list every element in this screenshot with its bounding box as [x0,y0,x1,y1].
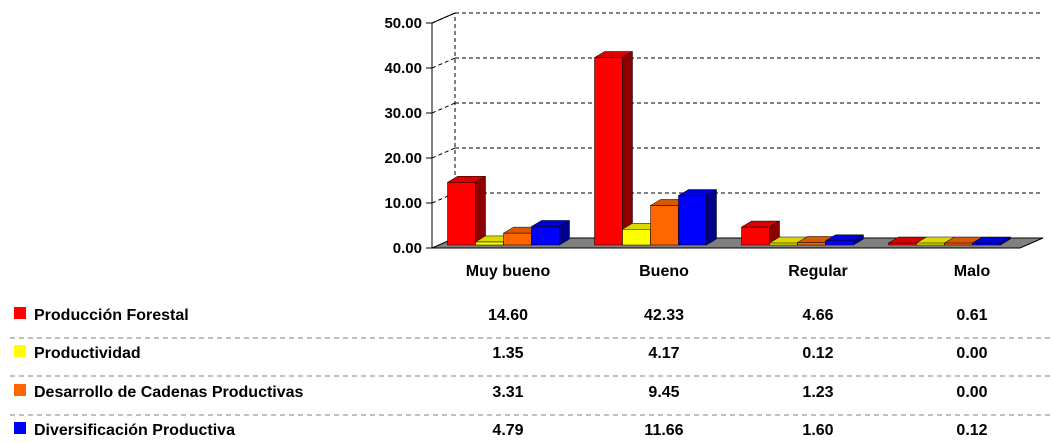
bar-3-1 [677,189,718,246]
bar-layer [446,51,1012,246]
grid-layer [431,12,1044,249]
bar-front [475,241,504,246]
bar-3-2 [824,234,865,246]
table-cell-value: 11.66 [644,422,683,439]
table-cell-value: 14.60 [488,307,528,324]
y-tick-label: 20.00 [384,150,422,167]
bar-side [706,189,717,246]
table-cell-value: 0.61 [956,307,987,324]
y-tick-label: 10.00 [384,195,422,212]
legend-swatch [14,384,26,396]
x-category-label: Muy bueno [466,263,551,280]
y-tick-label: 0.00 [393,240,422,257]
wall-gridline [431,147,456,159]
bar-side [1000,236,1011,246]
bar-front [447,182,476,246]
bar-front [622,228,651,246]
table-cell-value: 1.35 [492,345,523,362]
table-row: Productividad 1.35 4.17 0.12 0.00 [14,345,988,362]
legend-label: Producción Forestal [34,307,189,324]
bar-3-0 [530,220,571,246]
bar-side [559,220,570,246]
table-cell-value: 0.00 [956,345,987,362]
legend-swatch [14,345,26,357]
bar-front [650,205,679,246]
table-cell-value: 3.31 [492,384,523,401]
table-cell-value: 4.66 [802,307,833,324]
y-tick-label: 40.00 [384,60,422,77]
table-cell-value: 4.79 [492,422,523,439]
table-cell-value: 1.60 [802,422,833,439]
bar-front [678,195,707,246]
bar-front [944,242,973,246]
bar-side [853,234,864,246]
data-table: Producción Forestal 14.60 42.33 4.66 0.61Pro… [10,307,1050,439]
bar-0-1 [593,51,634,246]
table-cell-value: 1.23 [802,384,833,401]
wall-top-edge [431,12,456,24]
bar-3-3 [971,236,1012,246]
bar-front [769,242,798,246]
bar-front [972,242,1001,246]
wall-gridline [431,102,456,114]
legend-label: Productividad [34,345,141,362]
x-category-label: Bueno [639,263,689,280]
table-cell-value: 42.33 [644,307,684,324]
x-category-label: Malo [954,263,991,280]
table-row: Desarrollo de Cadenas Productivas 3.31 9.4… [14,384,988,401]
wall-gridline [431,57,456,69]
bar-front [825,240,854,246]
bar-0-0 [446,175,487,246]
bar-front [741,226,770,246]
bar-front [916,242,945,246]
table-row: Producción Forestal 14.60 42.33 4.66 0.61 [14,307,988,324]
bar-front [797,242,826,246]
y-axis-ticks: 0.00 10.00 20.00 30.00 40.00 50.00 [384,15,432,257]
bar-front [531,226,560,246]
table-row: Diversificación Productiva 4.79 11.66 1.60 0… [14,422,988,439]
table-cell-value: 0.00 [956,384,987,401]
y-tick-label: 30.00 [384,105,422,122]
bar-side [475,175,486,246]
table-cell-value: 9.45 [648,384,679,401]
y-tick-label: 50.00 [384,15,422,32]
bar-front [888,242,917,246]
legend-label: Diversificación Productiva [34,422,235,439]
x-axis-categories: Muy bueno Bueno Regular Malo [466,263,991,280]
x-category-label: Regular [788,263,848,280]
legend-label: Desarrollo de Cadenas Productivas [34,384,304,401]
legend-swatch [14,307,26,319]
table-cell-value: 0.12 [802,345,833,362]
table-cell-value: 4.17 [648,345,679,362]
bar-front [594,57,623,246]
legend-swatch [14,422,26,434]
bar-front [503,232,532,246]
bar-0-2 [740,220,781,246]
table-cell-value: 0.12 [956,422,987,439]
bar-side [622,51,633,246]
